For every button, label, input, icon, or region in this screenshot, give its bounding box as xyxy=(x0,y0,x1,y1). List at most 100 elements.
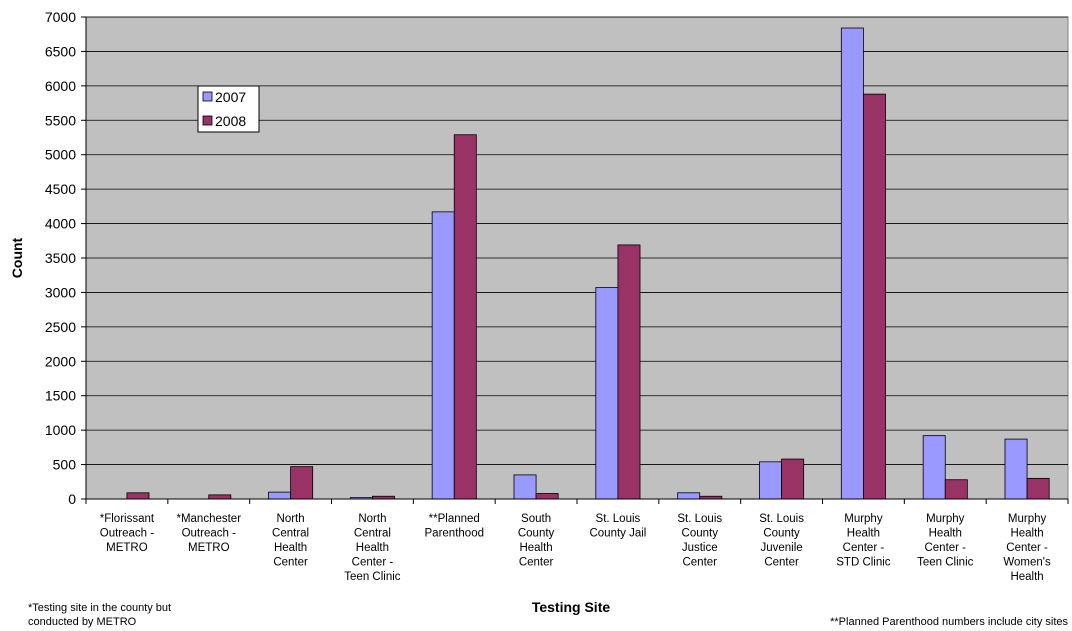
legend-swatch-2007 xyxy=(202,91,213,102)
x-category-label-line: St. Louis xyxy=(677,513,722,525)
legend-label-2008: 2008 xyxy=(215,113,246,129)
x-axis-title: Testing Site xyxy=(532,599,611,615)
x-category-label-line: St. Louis xyxy=(596,513,641,525)
footnote-left: *Testing site in the county but conducte… xyxy=(28,602,171,628)
x-category-label-line: Center xyxy=(273,557,308,569)
bars xyxy=(126,27,1050,500)
x-category-label-line: Teen Clinic xyxy=(917,557,973,569)
x-category-label-line: Justice xyxy=(682,542,718,554)
x-category-label-line: Outreach - xyxy=(100,528,154,540)
x-category-label-line: North xyxy=(277,513,305,525)
y-tick-label: 7000 xyxy=(45,9,76,25)
bar-2008 xyxy=(535,493,559,500)
y-tick-label: 1000 xyxy=(45,422,76,438)
bar-2008 xyxy=(863,93,886,500)
x-category-label-line: *Florissant xyxy=(100,513,155,525)
y-tick-label: 3500 xyxy=(45,250,76,266)
x-category-label: Murphy Health Center - Women's Health xyxy=(1003,513,1051,583)
bar-2007 xyxy=(431,211,455,500)
bar-2008 xyxy=(208,494,232,500)
y-tick-label: 1500 xyxy=(45,388,76,404)
x-category-label-line: Central xyxy=(272,528,309,540)
x-category-label-line: North xyxy=(358,513,386,525)
x-category-label-line: Teen Clinic xyxy=(344,571,400,583)
bar-2007 xyxy=(1004,438,1028,500)
y-tick-label: 3000 xyxy=(45,284,76,300)
x-category-label-line: Center - xyxy=(1006,542,1048,554)
y-tick-label: 500 xyxy=(53,457,77,473)
x-category-label-line: Murphy xyxy=(844,513,883,525)
x-category-label-line: South xyxy=(521,513,551,525)
x-category-label-line: Center - xyxy=(924,542,966,554)
x-category-label-line: County xyxy=(763,528,800,540)
footnote-right: **Planned Parenthood numbers include cit… xyxy=(830,616,1068,628)
x-category-label: South County Health Center xyxy=(518,513,555,569)
x-category-label: St. Louis County Juvenile Center xyxy=(759,513,804,569)
legend: 2007 2008 xyxy=(197,85,260,133)
bar-2007 xyxy=(513,474,537,500)
x-category-label-line: *Manchester xyxy=(176,513,241,525)
x-category-label: Murphy Health Center - Teen Clinic xyxy=(917,513,973,569)
x-category-label: *Manchester Outreach - METRO xyxy=(176,513,241,554)
bar-2007 xyxy=(595,287,619,500)
x-category-label-line: Central xyxy=(354,528,391,540)
y-tick-label: 0 xyxy=(68,491,76,507)
y-tick-label: 5500 xyxy=(45,112,76,128)
x-category-label-line: Juvenile xyxy=(760,542,802,554)
x-category-label-line: Health xyxy=(929,528,962,540)
y-tick-label: 4500 xyxy=(45,181,76,197)
x-category-label-line: Center - xyxy=(352,557,394,569)
x-category-label-line: County Jail xyxy=(589,528,646,540)
bar-2008 xyxy=(1026,477,1050,500)
x-category-label-line: Health xyxy=(847,528,880,540)
y-tick-label: 5000 xyxy=(45,147,76,163)
bar-2007 xyxy=(840,27,864,500)
bar-2008 xyxy=(126,492,150,500)
x-category-label-line: Parenthood xyxy=(425,528,484,540)
x-category-label-line: Health xyxy=(519,542,552,554)
x-category-label-line: Center - xyxy=(843,542,885,554)
y-tick-label: 6500 xyxy=(45,43,76,59)
x-category-label-line: Outreach - xyxy=(182,528,236,540)
y-axis-ticks: 0 500 1000 1500 2000 2500 3000 3500 4000 4500 5000… xyxy=(45,9,86,507)
bar-2007 xyxy=(268,491,291,500)
x-category-label-line: Center xyxy=(764,557,799,569)
bar-2008 xyxy=(617,244,641,500)
legend-swatch-2008 xyxy=(202,115,213,126)
footnote-left-line-2: conducted by METRO xyxy=(28,616,137,628)
y-tick-label: 2000 xyxy=(45,353,76,369)
x-category-label-line: County xyxy=(518,528,555,540)
footnote-left-line-1: *Testing site in the county but xyxy=(28,602,171,614)
x-category-label: St. Louis County Justice Center xyxy=(677,513,722,569)
y-axis-title: Count xyxy=(9,237,25,278)
x-category-label-line: **Planned xyxy=(429,513,480,525)
bar-2007 xyxy=(677,492,701,500)
x-category-label-line: Health xyxy=(274,542,307,554)
bar-2007 xyxy=(922,435,946,500)
x-category-label-line: Center xyxy=(519,557,554,569)
x-category-label-line: Health xyxy=(1010,571,1043,583)
x-category-label-line: METRO xyxy=(106,542,148,554)
x-category-label-line: Murphy xyxy=(1008,513,1047,525)
x-category-label: North Central Health Center xyxy=(272,513,309,569)
x-axis-category-labels: *Florissant Outreach - METRO *Manchester Out… xyxy=(85,499,1069,583)
bar-2008 xyxy=(944,479,968,500)
bar-2008 xyxy=(781,458,805,500)
x-category-label-line: Health xyxy=(1010,528,1043,540)
grid-lines xyxy=(86,16,1068,465)
y-tick-label: 6000 xyxy=(45,78,76,94)
x-category-label: North Central Health Center - Teen Clinic xyxy=(344,513,400,583)
x-category-label-line: METRO xyxy=(188,542,230,554)
x-category-label: **Planned Parenthood xyxy=(425,513,484,540)
x-category-label: *Florissant Outreach - METRO xyxy=(100,513,155,554)
x-category-label-line: St. Louis xyxy=(759,513,804,525)
x-category-label-line: Murphy xyxy=(926,513,965,525)
bar-2007 xyxy=(759,461,782,500)
y-tick-label: 2500 xyxy=(45,319,76,335)
x-category-label: Murphy Health Center - STD Clinic xyxy=(836,513,891,569)
x-category-label-line: Center xyxy=(682,557,717,569)
x-category-label-line: Health xyxy=(356,542,389,554)
x-category-label-line: STD Clinic xyxy=(836,557,891,569)
y-tick-label: 4000 xyxy=(45,216,76,232)
